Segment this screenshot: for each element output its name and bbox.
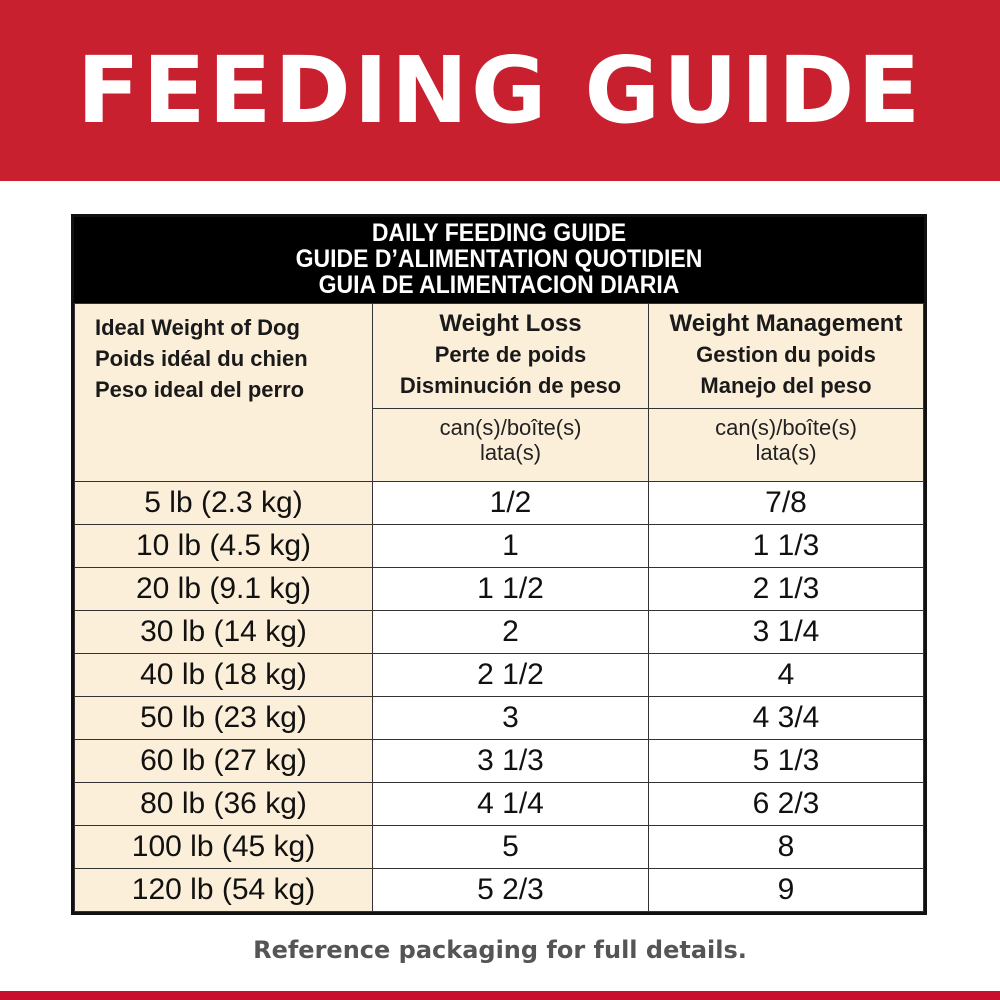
unit-label: can(s)/boîte(s) (439, 415, 582, 440)
header-es: Peso ideal del perro (95, 377, 305, 402)
table-row: 10 lb (4.5 kg) 1 1 1/3 (74, 524, 924, 568)
feeding-table: DAILY FEEDING GUIDE GUIDE D’ALIMENTATION… (71, 214, 927, 915)
header-en: Weight Management (669, 310, 903, 337)
weight-management-cell: 4 (648, 653, 924, 697)
weight-cell: 30 lb (14 kg) (74, 610, 373, 654)
header-fr: Poids idéal du chien (95, 346, 308, 371)
weight-loss-cell: 3 1/3 (372, 739, 649, 783)
weight-cell: 5 lb (2.3 kg) (74, 481, 373, 525)
header-en: Weight Loss (439, 310, 582, 337)
table-row: 20 lb (9.1 kg) 1 1/2 2 1/3 (74, 567, 924, 611)
weight-cell: 10 lb (4.5 kg) (74, 524, 373, 568)
table-row: 5 lb (2.3 kg) 1/2 7/8 (74, 481, 924, 525)
title-es: GUIA DE ALIMENTACION DIARIA (318, 271, 680, 299)
weight-loss-cell: 1 1/2 (372, 567, 649, 611)
page-title: FEEDING GUIDE (76, 37, 924, 144)
unit-weight-management: can(s)/boîte(s) lata(s) (648, 408, 924, 482)
weight-loss-cell: 5 2/3 (372, 868, 649, 912)
unit-label: can(s)/boîte(s) (715, 415, 857, 440)
header-weight-management: Weight Management Gestion du poids Manej… (648, 303, 924, 409)
unit-label: lata(s) (755, 440, 817, 465)
table-row: 80 lb (36 kg) 4 1/4 6 2/3 (74, 782, 924, 826)
weight-loss-cell: 4 1/4 (372, 782, 649, 826)
table-row: 50 lb (23 kg) 3 4 3/4 (74, 696, 924, 740)
table-row: 60 lb (27 kg) 3 1/3 5 1/3 (74, 739, 924, 783)
weight-cell: 80 lb (36 kg) (74, 782, 373, 826)
bottom-bar (0, 991, 1000, 1000)
table-row: 30 lb (14 kg) 2 3 1/4 (74, 610, 924, 654)
title-en: DAILY FEEDING GUIDE (371, 219, 627, 247)
weight-loss-cell: 5 (372, 825, 649, 869)
table-row: 40 lb (18 kg) 2 1/2 4 (74, 653, 924, 697)
weight-management-cell: 7/8 (648, 481, 924, 525)
weight-cell: 60 lb (27 kg) (74, 739, 373, 783)
weight-loss-cell: 2 1/2 (372, 653, 649, 697)
table-row: 120 lb (54 kg) 5 2/3 9 (74, 868, 924, 912)
table-row: 100 lb (45 kg) 5 8 (74, 825, 924, 869)
weight-loss-cell: 2 (372, 610, 649, 654)
weight-cell: 100 lb (45 kg) (74, 825, 373, 869)
unit-label: lata(s) (479, 440, 542, 465)
weight-cell: 120 lb (54 kg) (74, 868, 373, 912)
header-fr: Gestion du poids (696, 342, 876, 367)
unit-weight-loss: can(s)/boîte(s) lata(s) (372, 408, 649, 482)
weight-management-cell: 4 3/4 (648, 696, 924, 740)
header-weight-loss: Weight Loss Perte de poids Disminución d… (372, 303, 649, 409)
weight-management-cell: 8 (648, 825, 924, 869)
table-title: DAILY FEEDING GUIDE GUIDE D’ALIMENTATION… (74, 217, 924, 303)
header-es: Manejo del peso (700, 373, 872, 398)
weight-management-cell: 2 1/3 (648, 567, 924, 611)
header-es: Disminución de peso (399, 373, 622, 398)
weight-loss-cell: 3 (372, 696, 649, 740)
weight-management-cell: 9 (648, 868, 924, 912)
weight-cell: 50 lb (23 kg) (74, 696, 373, 740)
footer-note: Reference packaging for full details. (253, 936, 747, 964)
weight-cell: 20 lb (9.1 kg) (74, 567, 373, 611)
header-fr: Perte de poids (434, 342, 587, 367)
weight-loss-cell: 1/2 (372, 481, 649, 525)
header-ideal-weight: Ideal Weight of Dog Poids idéal du chien… (74, 303, 373, 482)
weight-management-cell: 1 1/3 (648, 524, 924, 568)
weight-management-cell: 3 1/4 (648, 610, 924, 654)
header-en: Ideal Weight of Dog (95, 315, 300, 340)
title-banner: FEEDING GUIDE (0, 0, 1000, 181)
weight-cell: 40 lb (18 kg) (74, 653, 373, 697)
weight-management-cell: 5 1/3 (648, 739, 924, 783)
title-fr: GUIDE D’ALIMENTATION QUOTIDIEN (295, 245, 703, 273)
weight-management-cell: 6 2/3 (648, 782, 924, 826)
weight-loss-cell: 1 (372, 524, 649, 568)
